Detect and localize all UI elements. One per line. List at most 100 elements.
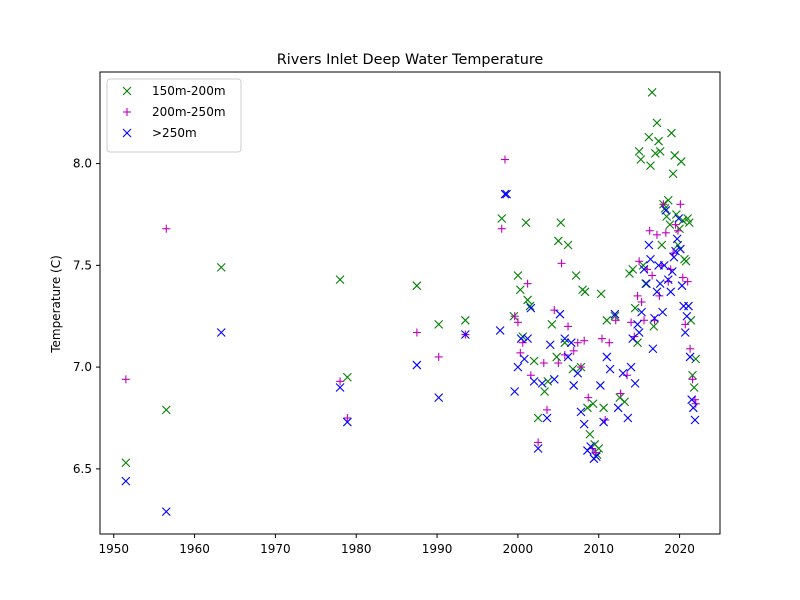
data-point bbox=[688, 370, 697, 380]
data-point bbox=[650, 149, 660, 158]
data-point bbox=[599, 403, 608, 413]
data-point bbox=[673, 226, 682, 235]
data-point bbox=[540, 387, 549, 396]
data-point bbox=[550, 306, 559, 315]
data-point bbox=[563, 352, 573, 362]
data-point bbox=[605, 338, 614, 347]
data-point bbox=[646, 254, 655, 264]
data-point bbox=[650, 313, 659, 323]
x-tick-label: 1950 bbox=[98, 542, 129, 556]
series-0 bbox=[121, 87, 701, 468]
y-tick-label: 7.5 bbox=[73, 258, 92, 272]
data-point bbox=[335, 275, 345, 284]
data-point bbox=[626, 362, 636, 372]
data-point bbox=[645, 226, 654, 235]
data-point bbox=[690, 415, 700, 425]
data-point bbox=[652, 287, 662, 297]
data-point bbox=[655, 279, 665, 289]
data-point bbox=[523, 334, 533, 344]
data-point bbox=[633, 291, 642, 300]
data-point bbox=[678, 273, 687, 282]
data-point bbox=[525, 301, 535, 311]
data-point bbox=[652, 230, 661, 239]
data-point bbox=[121, 476, 131, 486]
data-point bbox=[630, 379, 640, 388]
data-point bbox=[579, 419, 589, 429]
data-point bbox=[583, 403, 592, 413]
data-point bbox=[568, 364, 578, 374]
legend: 150m-200m 200m-250m >250m bbox=[106, 78, 242, 153]
data-point bbox=[669, 252, 679, 262]
data-point bbox=[637, 307, 646, 317]
legend-item: 200m-250m bbox=[123, 105, 226, 119]
data-point bbox=[336, 377, 345, 386]
data-point bbox=[497, 224, 506, 233]
data-point bbox=[460, 330, 470, 339]
data-point bbox=[571, 271, 581, 280]
data-point bbox=[648, 271, 657, 280]
data-point bbox=[644, 240, 654, 250]
data-point bbox=[680, 328, 690, 337]
data-point bbox=[412, 360, 422, 370]
data-point bbox=[610, 311, 620, 321]
data-point bbox=[634, 328, 644, 337]
chart-title: Rivers Inlet Deep Water Temperature bbox=[277, 52, 544, 68]
data-point bbox=[573, 338, 582, 347]
data-point bbox=[560, 350, 569, 359]
legend-marker bbox=[122, 128, 132, 138]
y-axis-title: Temperature (C) bbox=[49, 255, 63, 354]
data-point bbox=[660, 203, 670, 213]
data-point bbox=[681, 256, 691, 266]
data-point bbox=[510, 312, 519, 321]
data-point bbox=[121, 458, 131, 468]
data-point bbox=[676, 157, 686, 166]
data-point bbox=[513, 271, 523, 280]
data-point bbox=[495, 326, 505, 335]
data-point bbox=[667, 267, 677, 276]
data-point bbox=[573, 368, 583, 378]
data-point bbox=[597, 334, 606, 343]
data-point bbox=[342, 417, 352, 427]
data-point bbox=[602, 352, 612, 362]
data-point bbox=[591, 452, 601, 462]
data-point bbox=[510, 387, 520, 396]
legend-marker bbox=[123, 108, 131, 116]
x-tick-label: 2000 bbox=[503, 542, 534, 556]
plot-area-frame bbox=[99, 71, 721, 535]
data-point bbox=[526, 303, 536, 313]
data-point bbox=[216, 262, 226, 272]
data-point bbox=[665, 220, 675, 230]
data-point bbox=[564, 322, 573, 331]
data-point bbox=[684, 218, 694, 227]
data-point bbox=[627, 318, 636, 327]
data-point bbox=[543, 405, 552, 414]
data-point bbox=[556, 218, 566, 227]
y-axis: 6.5 7.0 7.5 8.0 bbox=[73, 157, 100, 476]
data-point bbox=[659, 260, 669, 270]
data-point bbox=[671, 246, 680, 256]
data-point bbox=[687, 395, 697, 405]
data-point bbox=[500, 189, 510, 199]
data-point bbox=[666, 287, 676, 297]
data-point bbox=[552, 352, 562, 362]
data-point bbox=[342, 372, 352, 382]
data-point bbox=[161, 405, 171, 415]
data-point bbox=[652, 118, 662, 128]
legend-marker bbox=[122, 86, 132, 96]
series-1 bbox=[121, 155, 700, 457]
data-point bbox=[613, 403, 623, 413]
data-point bbox=[539, 359, 548, 368]
data-point bbox=[521, 218, 531, 227]
data-point bbox=[580, 287, 590, 297]
data-point bbox=[563, 240, 573, 250]
data-point bbox=[689, 383, 699, 392]
data-point bbox=[513, 362, 523, 372]
data-point bbox=[688, 403, 698, 413]
data-point bbox=[611, 316, 620, 325]
data-point bbox=[586, 442, 596, 451]
data-point bbox=[519, 354, 529, 364]
data-point bbox=[529, 356, 539, 366]
data-point bbox=[633, 338, 642, 348]
data-point bbox=[576, 407, 586, 417]
